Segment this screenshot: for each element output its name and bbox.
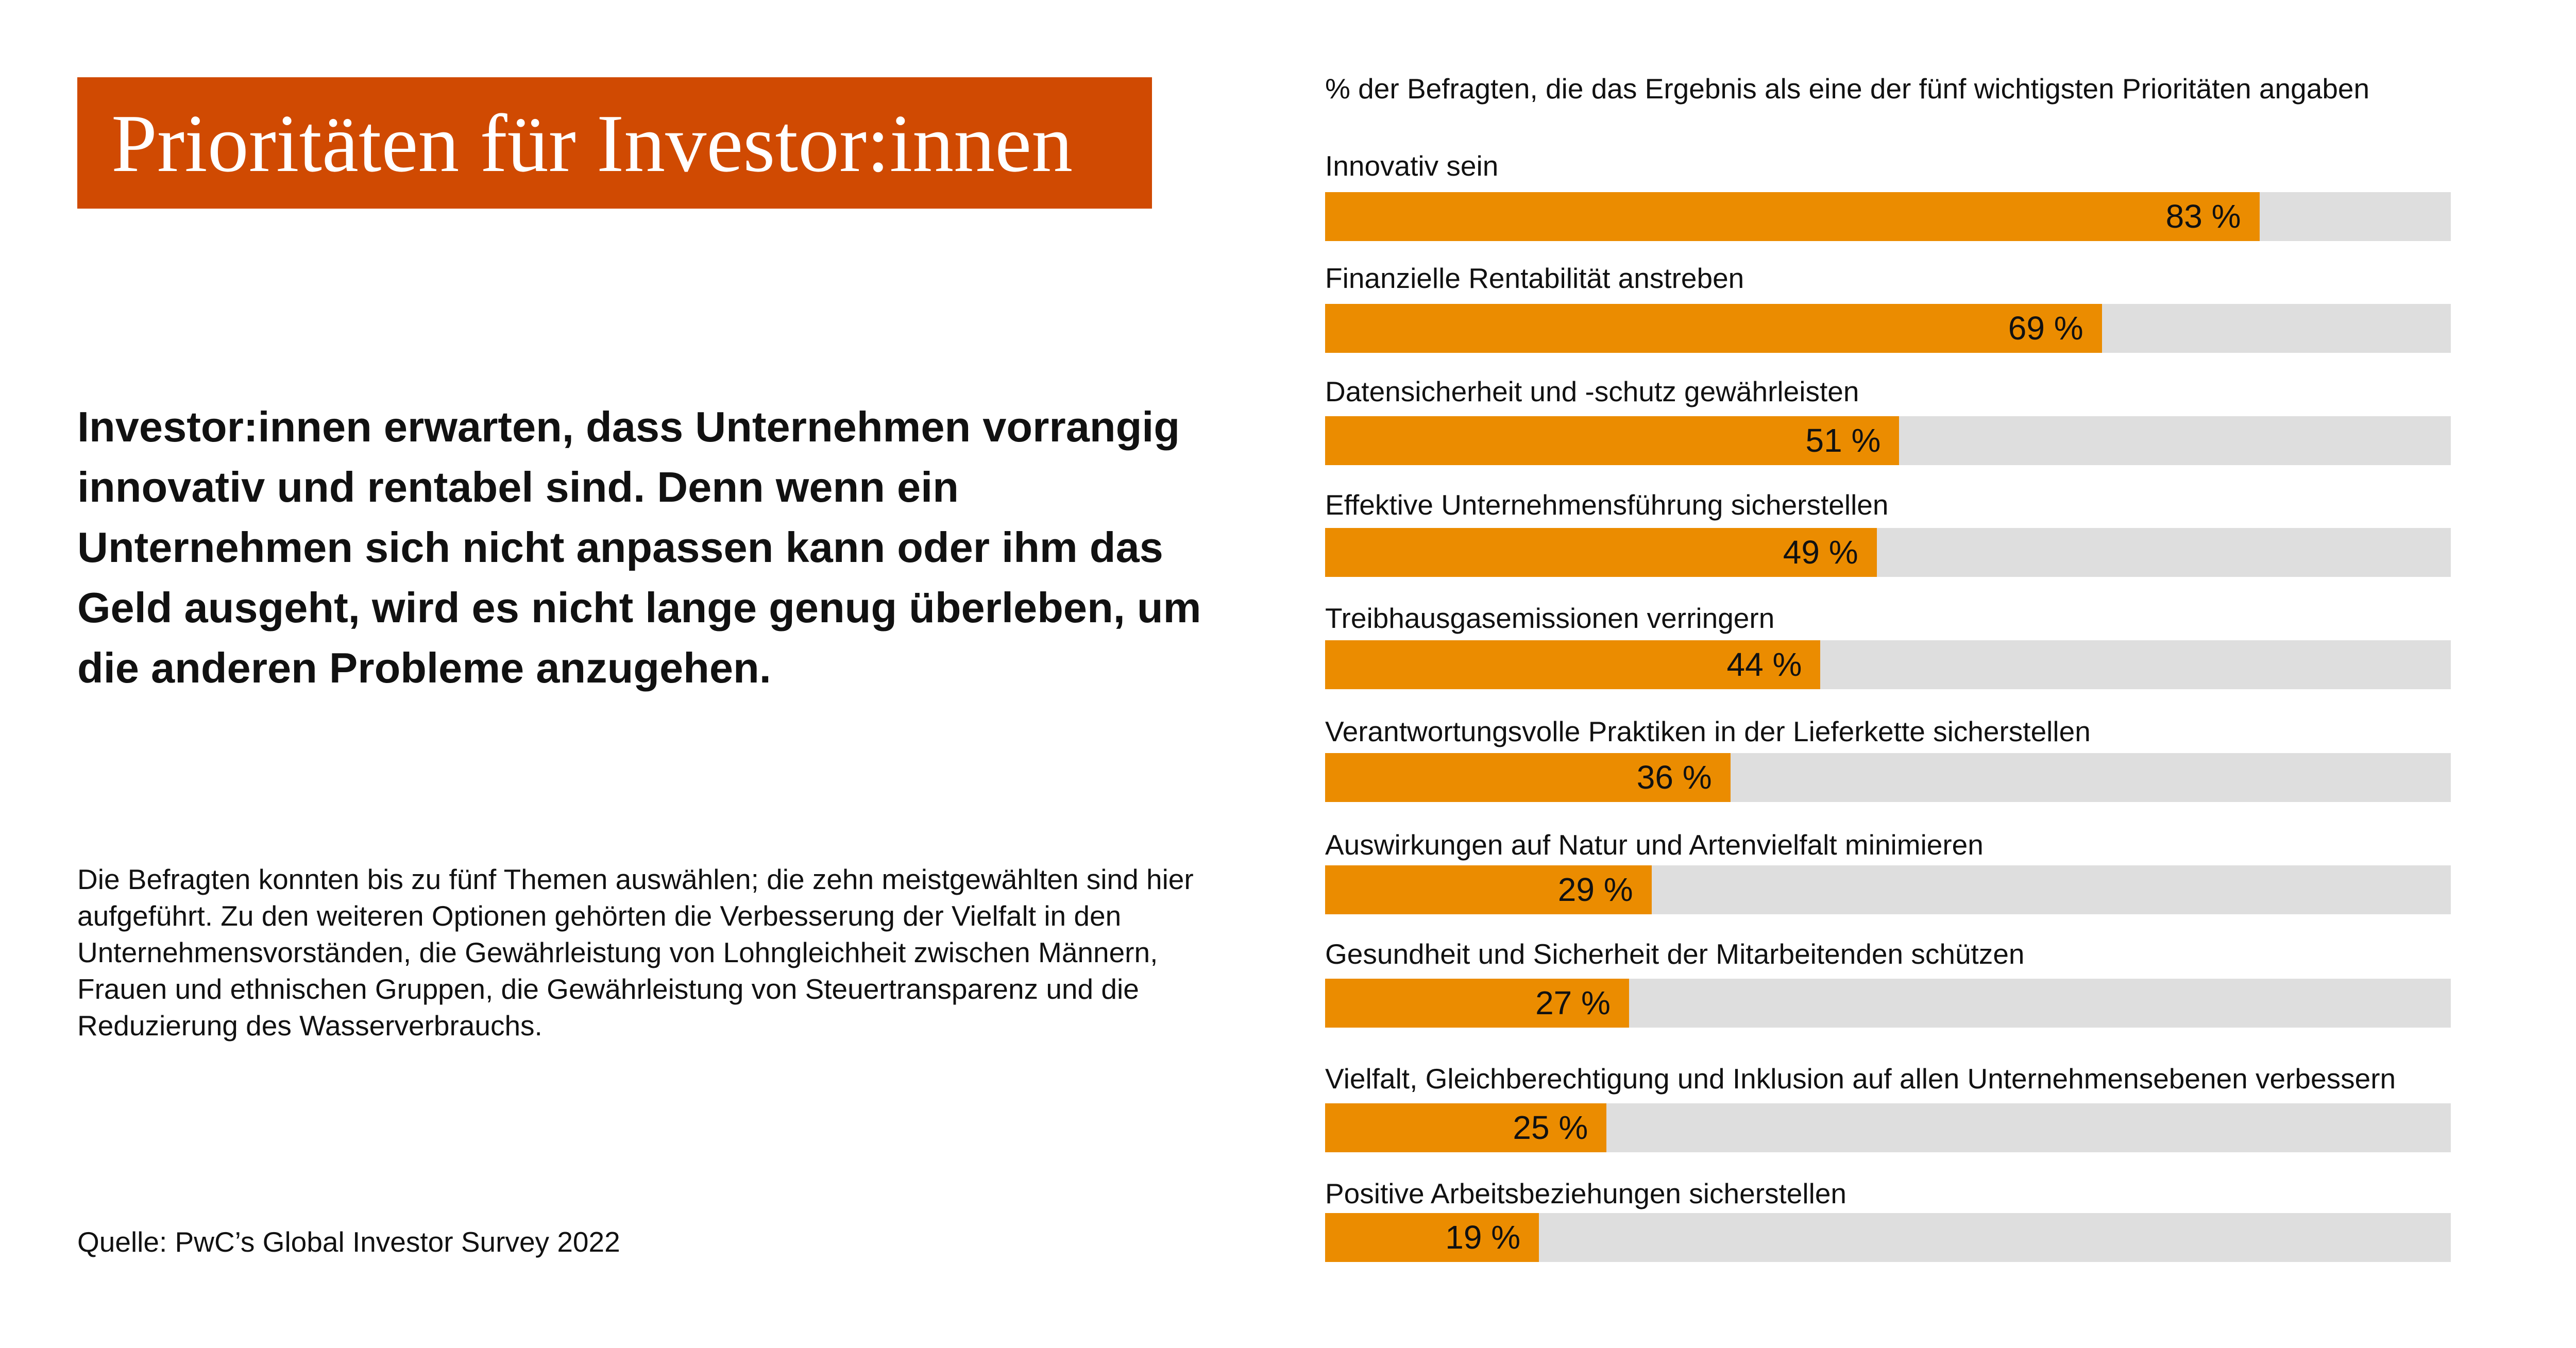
- bar-label: Gesundheit und Sicherheit der Mitarbeite…: [1325, 938, 2025, 970]
- bar-label: Treibhausgasemissionen verringern: [1325, 602, 1775, 634]
- bar-label: Datensicherheit und -schutz gewährleiste…: [1325, 376, 1859, 407]
- bar-label: Effektive Unternehmensführung sicherstel…: [1325, 489, 1889, 521]
- bar-value-label: 19 %: [1445, 1219, 1521, 1256]
- bar-value-label: 36 %: [1636, 759, 1712, 796]
- headline-text: Investor:innen erwarten, dass Unternehme…: [77, 403, 1201, 692]
- bar-value-label: 51 %: [1805, 422, 1881, 459]
- bar-value-label: 49 %: [1783, 534, 1858, 571]
- bar: [1325, 416, 1900, 465]
- bar-track: 19 %: [1325, 1213, 2451, 1262]
- bar-track: 29 %: [1325, 865, 2451, 914]
- bar: [1325, 979, 1629, 1028]
- bar-track: 83 %: [1325, 192, 2451, 241]
- bar-value-label: 83 %: [2165, 198, 2241, 235]
- bar-value-label: 29 %: [1557, 871, 1633, 908]
- bar-track: 44 %: [1325, 640, 2451, 689]
- bar-value-label: 44 %: [1726, 646, 1802, 683]
- bar: [1325, 865, 1652, 914]
- bar: [1325, 1213, 1539, 1262]
- bar-track: 27 %: [1325, 979, 2451, 1028]
- bar: [1325, 304, 2102, 353]
- bar-label: Verantwortungsvolle Praktiken in der Lie…: [1325, 715, 2091, 747]
- bar: [1325, 192, 2260, 241]
- footnote-text: Die Befragten konnten bis zu fünf Themen…: [77, 863, 1194, 1042]
- bar-label: Auswirkungen auf Natur und Artenvielfalt…: [1325, 829, 1984, 861]
- bar-track: 49 %: [1325, 528, 2451, 577]
- bar-track: 51 %: [1325, 416, 2451, 465]
- bar: [1325, 753, 1731, 802]
- bar: [1325, 528, 1877, 577]
- bar-label: Positive Arbeitsbeziehungen sicherstelle…: [1325, 1178, 1846, 1209]
- bar-value-label: 25 %: [1513, 1109, 1588, 1146]
- bar-label: Innovativ sein: [1325, 150, 1499, 182]
- bar-label: Finanzielle Rentabilität anstreben: [1325, 262, 1744, 294]
- bar-track: 36 %: [1325, 753, 2451, 802]
- bar-value-label: 69 %: [2008, 310, 2083, 347]
- bar-label: Vielfalt, Gleichberechtigung und Inklusi…: [1325, 1063, 2396, 1095]
- bar-track: 69 %: [1325, 304, 2451, 353]
- page-title: Prioritäten für Investor:innen: [111, 97, 1073, 189]
- chart-subtitle: % der Befragten, die das Ergebnis als ei…: [1325, 73, 2370, 105]
- bar-value-label: 27 %: [1535, 984, 1611, 1021]
- source-text: Quelle: PwC’s Global Investor Survey 202…: [77, 1226, 620, 1258]
- bar: [1325, 1103, 1607, 1152]
- bar: [1325, 640, 1821, 689]
- title-banner: Prioritäten für Investor:innen: [77, 77, 1152, 209]
- bar-track: 25 %: [1325, 1103, 2451, 1152]
